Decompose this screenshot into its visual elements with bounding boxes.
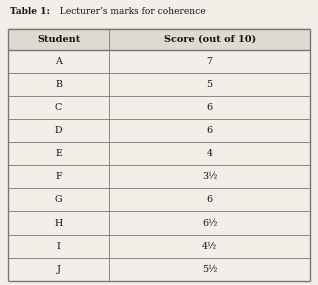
Bar <box>8 28 310 50</box>
Text: A: A <box>55 57 62 66</box>
Text: F: F <box>55 172 62 181</box>
Text: Student: Student <box>37 35 80 44</box>
Text: C: C <box>55 103 62 112</box>
Text: 3½: 3½ <box>202 172 217 181</box>
Text: I: I <box>57 242 60 251</box>
Text: 4½: 4½ <box>202 242 217 251</box>
Text: 4: 4 <box>207 149 213 158</box>
Text: J: J <box>57 265 60 274</box>
Text: 6: 6 <box>206 126 213 135</box>
Text: G: G <box>55 196 62 204</box>
Text: E: E <box>55 149 62 158</box>
Text: 7: 7 <box>207 57 213 66</box>
Text: B: B <box>55 80 62 89</box>
Text: Table 1:: Table 1: <box>10 7 50 16</box>
Text: 6: 6 <box>206 196 213 204</box>
Text: Lecturer’s marks for coherence: Lecturer’s marks for coherence <box>54 7 206 16</box>
Text: 5½: 5½ <box>202 265 217 274</box>
Text: H: H <box>54 219 63 227</box>
Text: 6: 6 <box>206 103 213 112</box>
Text: 5: 5 <box>206 80 213 89</box>
Text: D: D <box>55 126 62 135</box>
Text: Score (out of 10): Score (out of 10) <box>163 35 256 44</box>
Text: 6½: 6½ <box>202 219 217 227</box>
